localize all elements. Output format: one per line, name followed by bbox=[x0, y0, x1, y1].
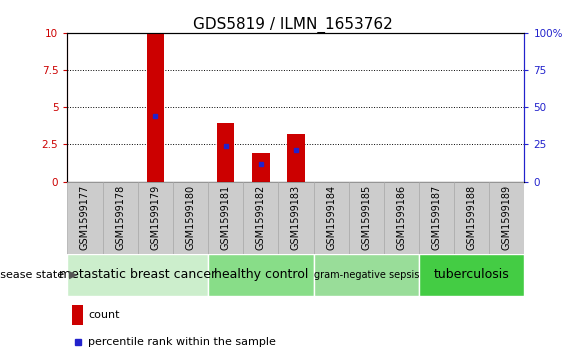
Text: gram-negative sepsis: gram-negative sepsis bbox=[314, 270, 419, 280]
Text: percentile rank within the sample: percentile rank within the sample bbox=[88, 337, 276, 347]
Text: GSM1599177: GSM1599177 bbox=[80, 185, 90, 250]
Text: GSM1599183: GSM1599183 bbox=[291, 185, 301, 250]
Text: GSM1599184: GSM1599184 bbox=[326, 185, 336, 250]
Text: GDS5819 / ILMN_1653762: GDS5819 / ILMN_1653762 bbox=[193, 16, 393, 33]
Text: metastatic breast cancer: metastatic breast cancer bbox=[59, 269, 216, 281]
Bar bbox=[67, 254, 208, 296]
Text: GSM1599178: GSM1599178 bbox=[115, 185, 125, 250]
Bar bbox=[287, 134, 305, 182]
Bar bbox=[252, 153, 270, 182]
Bar bbox=[349, 182, 384, 254]
Text: count: count bbox=[88, 310, 120, 320]
Bar bbox=[217, 123, 234, 182]
Text: GSM1599188: GSM1599188 bbox=[466, 185, 477, 250]
Bar bbox=[384, 182, 419, 254]
Bar bbox=[314, 182, 349, 254]
Bar bbox=[208, 254, 314, 296]
Bar bbox=[67, 182, 103, 254]
Text: ▶: ▶ bbox=[69, 270, 77, 280]
Text: GSM1599181: GSM1599181 bbox=[220, 185, 231, 250]
Bar bbox=[278, 182, 314, 254]
Bar bbox=[72, 305, 83, 325]
Text: disease state: disease state bbox=[0, 270, 64, 280]
Text: tuberculosis: tuberculosis bbox=[434, 269, 510, 281]
Bar bbox=[419, 182, 454, 254]
Text: GSM1599179: GSM1599179 bbox=[150, 185, 161, 250]
Bar bbox=[138, 182, 173, 254]
Bar bbox=[146, 33, 164, 182]
Text: healthy control: healthy control bbox=[213, 269, 308, 281]
Bar bbox=[173, 182, 208, 254]
Text: GSM1599185: GSM1599185 bbox=[361, 185, 372, 250]
Text: GSM1599187: GSM1599187 bbox=[431, 185, 442, 250]
Bar bbox=[489, 182, 524, 254]
Text: GSM1599189: GSM1599189 bbox=[502, 185, 512, 250]
Bar bbox=[208, 182, 243, 254]
Bar bbox=[419, 254, 524, 296]
Bar bbox=[454, 182, 489, 254]
Bar bbox=[314, 254, 419, 296]
Text: GSM1599182: GSM1599182 bbox=[255, 185, 266, 250]
Bar bbox=[103, 182, 138, 254]
Bar bbox=[243, 182, 278, 254]
Text: GSM1599186: GSM1599186 bbox=[396, 185, 407, 250]
Text: GSM1599180: GSM1599180 bbox=[185, 185, 196, 250]
